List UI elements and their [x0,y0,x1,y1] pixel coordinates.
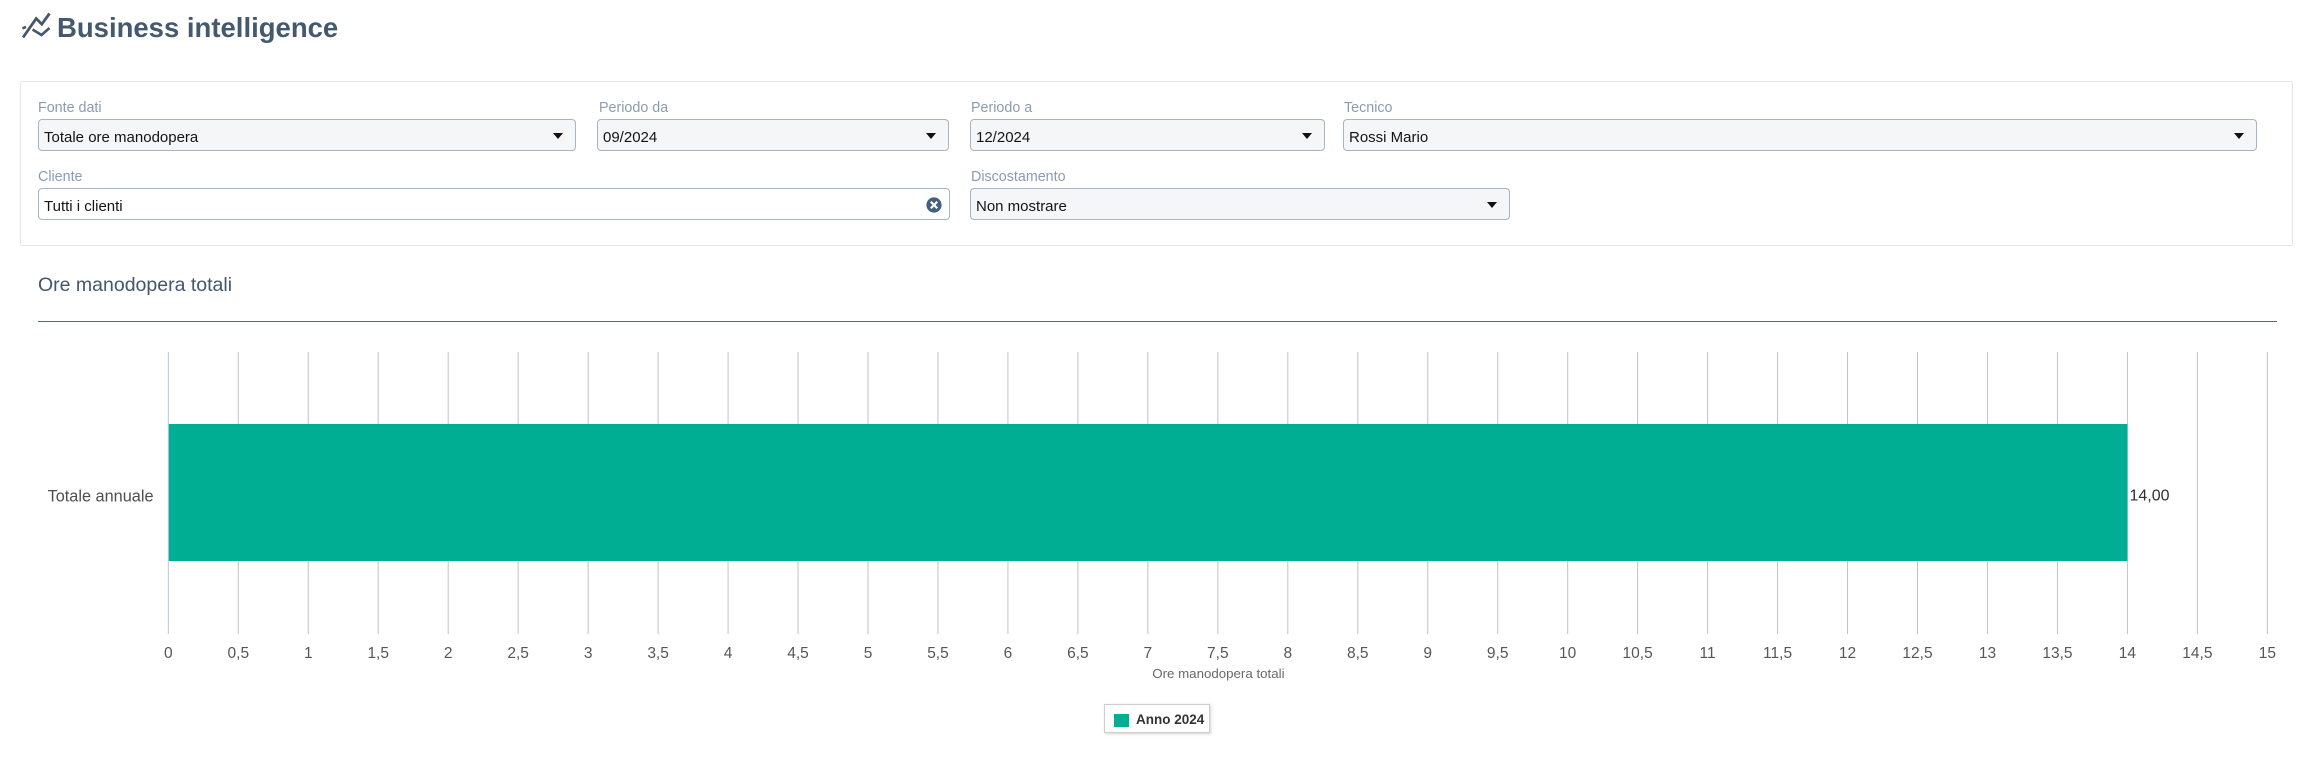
svg-text:2: 2 [444,645,453,662]
svg-text:11,5: 11,5 [1763,645,1792,662]
svg-text:9: 9 [1423,645,1432,662]
svg-text:8: 8 [1283,645,1292,662]
svg-text:7: 7 [1144,645,1153,662]
svg-text:Totale annuale: Totale annuale [48,488,154,506]
svg-text:Ore manodopera totali: Ore manodopera totali [1152,666,1284,681]
svg-text:1: 1 [304,645,313,662]
svg-text:1,5: 1,5 [367,645,389,662]
svg-text:12: 12 [1839,645,1856,662]
svg-text:15: 15 [2259,645,2276,662]
svg-text:5,5: 5,5 [927,645,949,662]
svg-text:10: 10 [1559,645,1577,662]
svg-text:0: 0 [164,645,173,662]
svg-text:14: 14 [2119,645,2137,662]
svg-text:0,5: 0,5 [228,645,250,662]
svg-text:14,00: 14,00 [2130,488,2170,505]
svg-text:12,5: 12,5 [1902,645,1932,662]
svg-text:3,5: 3,5 [647,645,669,662]
svg-text:6,5: 6,5 [1067,645,1089,662]
svg-text:11: 11 [1700,645,1716,662]
svg-text:9,5: 9,5 [1487,645,1509,662]
svg-text:2,5: 2,5 [507,645,529,662]
svg-text:4: 4 [724,645,733,662]
svg-text:3: 3 [584,645,593,662]
svg-text:13,5: 13,5 [2042,645,2072,662]
svg-text:6: 6 [1004,645,1013,662]
svg-text:5: 5 [864,645,873,662]
svg-text:8,5: 8,5 [1347,645,1369,662]
svg-text:14,5: 14,5 [2182,645,2212,662]
svg-text:10,5: 10,5 [1623,645,1653,662]
svg-text:13: 13 [1979,645,1996,662]
svg-text:7,5: 7,5 [1207,645,1229,662]
svg-text:4,5: 4,5 [787,645,809,662]
